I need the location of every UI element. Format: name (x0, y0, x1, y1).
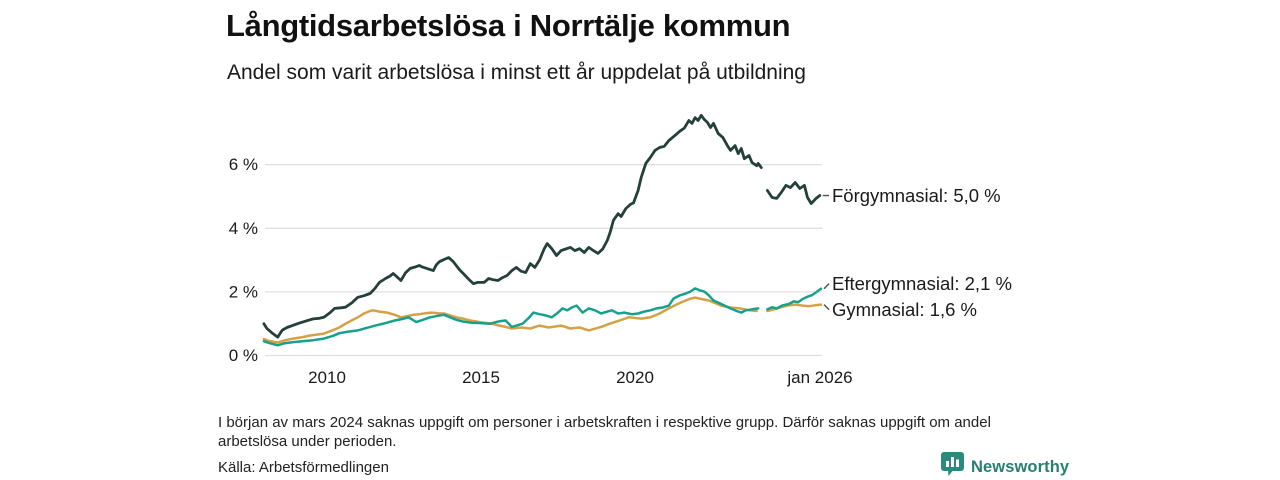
page-title: Långtidsarbetslösa i Norrtälje kommun (226, 8, 791, 43)
y-tick-label: 0 % (229, 346, 258, 365)
label-leader-gymnasial (823, 304, 830, 311)
brand: Newsworthy (941, 452, 1069, 480)
x-tick-label: 2015 (462, 368, 500, 387)
x-tick-label: 2010 (308, 368, 346, 387)
series-line-förgymnasial (262, 114, 763, 339)
y-tick-label: 2 % (229, 282, 258, 301)
series-line-förgymnasial (766, 181, 822, 205)
bar-chart-bubble-icon (941, 452, 964, 480)
chart-footnote: I början av mars 2024 saknas uppgift om … (218, 414, 991, 451)
page-subtitle: Andel som varit arbetslösa i minst ett å… (227, 61, 806, 84)
series-line-eftergymnasial (262, 287, 760, 347)
x-tick-label: jan 2026 (786, 368, 852, 387)
label-leader-eftergymnasial (823, 283, 830, 290)
chart-source: Källa: Arbetsförmedlingen (218, 459, 389, 476)
series-line-eftergymnasial (766, 287, 823, 311)
series-line-gymnasial (262, 296, 758, 344)
brand-name: Newsworthy (971, 457, 1070, 476)
series-label-gymnasial: Gymnasial: 1,6 % (832, 299, 977, 320)
series-label-förgymnasial: Förgymnasial: 5,0 % (832, 185, 1001, 206)
y-tick-label: 6 % (229, 155, 258, 174)
x-tick-label: 2020 (616, 368, 654, 387)
series-label-eftergymnasial: Eftergymnasial: 2,1 % (832, 273, 1012, 294)
y-tick-label: 4 % (229, 219, 258, 238)
